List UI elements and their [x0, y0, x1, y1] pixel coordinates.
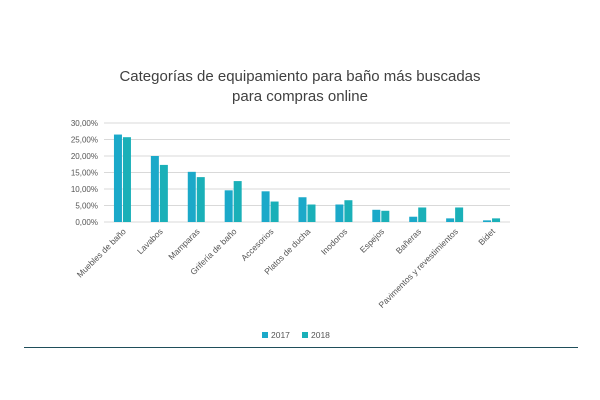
x-category-label: Muebles de baño: [75, 226, 128, 279]
bar-2018: [455, 207, 464, 222]
y-tick-label: 0,00%: [75, 218, 98, 227]
bar-2017: [409, 216, 418, 222]
bar-2017: [446, 218, 455, 222]
x-category-label: Accesorios: [239, 226, 275, 262]
bar-2018: [196, 177, 205, 222]
bar-2018: [122, 137, 131, 222]
bar-2018: [270, 201, 279, 222]
bar-2017: [224, 190, 233, 222]
chart-title-line-1: Categorías de equipamiento para baño más…: [119, 68, 481, 85]
bar-2017: [261, 191, 270, 222]
bar-2017: [298, 197, 307, 222]
legend-label: 2018: [311, 330, 330, 340]
x-category-label: Pavimentos y revestimientos: [376, 226, 460, 310]
y-tick-label: 15,00%: [71, 169, 98, 178]
y-tick-label: 25,00%: [71, 136, 98, 145]
y-tick-label: 10,00%: [71, 185, 98, 194]
x-category-label: Bañeras: [394, 226, 423, 255]
y-tick-label: 30,00%: [71, 119, 98, 128]
bar-2017: [187, 171, 196, 222]
bar-2017: [335, 204, 344, 222]
y-tick-label: 20,00%: [71, 152, 98, 161]
bottom-divider: [24, 347, 578, 348]
bar-2018: [418, 207, 427, 222]
bar-2017: [372, 209, 381, 222]
bar-2018: [381, 210, 390, 222]
legend-swatch: [262, 332, 268, 338]
x-category-label: Espejos: [358, 226, 386, 254]
x-category-label: Mamparas: [166, 226, 201, 261]
bar-2018: [307, 204, 316, 222]
legend-swatch: [302, 332, 308, 338]
y-tick-label: 5,00%: [75, 202, 98, 211]
x-category-label: Lavabos: [135, 226, 165, 256]
bar-2017: [150, 156, 159, 222]
x-category-label: Bidet: [476, 226, 497, 247]
bar-2018: [159, 164, 168, 222]
bar-2018: [233, 181, 242, 222]
bar-2017: [483, 220, 492, 222]
legend-label: 2017: [271, 330, 290, 340]
x-category-label: Inodoros: [319, 226, 349, 256]
bar-2018: [344, 200, 353, 222]
bar-2017: [113, 134, 122, 222]
bar-2018: [492, 218, 501, 222]
chart-title-line-2: para compras online: [232, 88, 368, 105]
